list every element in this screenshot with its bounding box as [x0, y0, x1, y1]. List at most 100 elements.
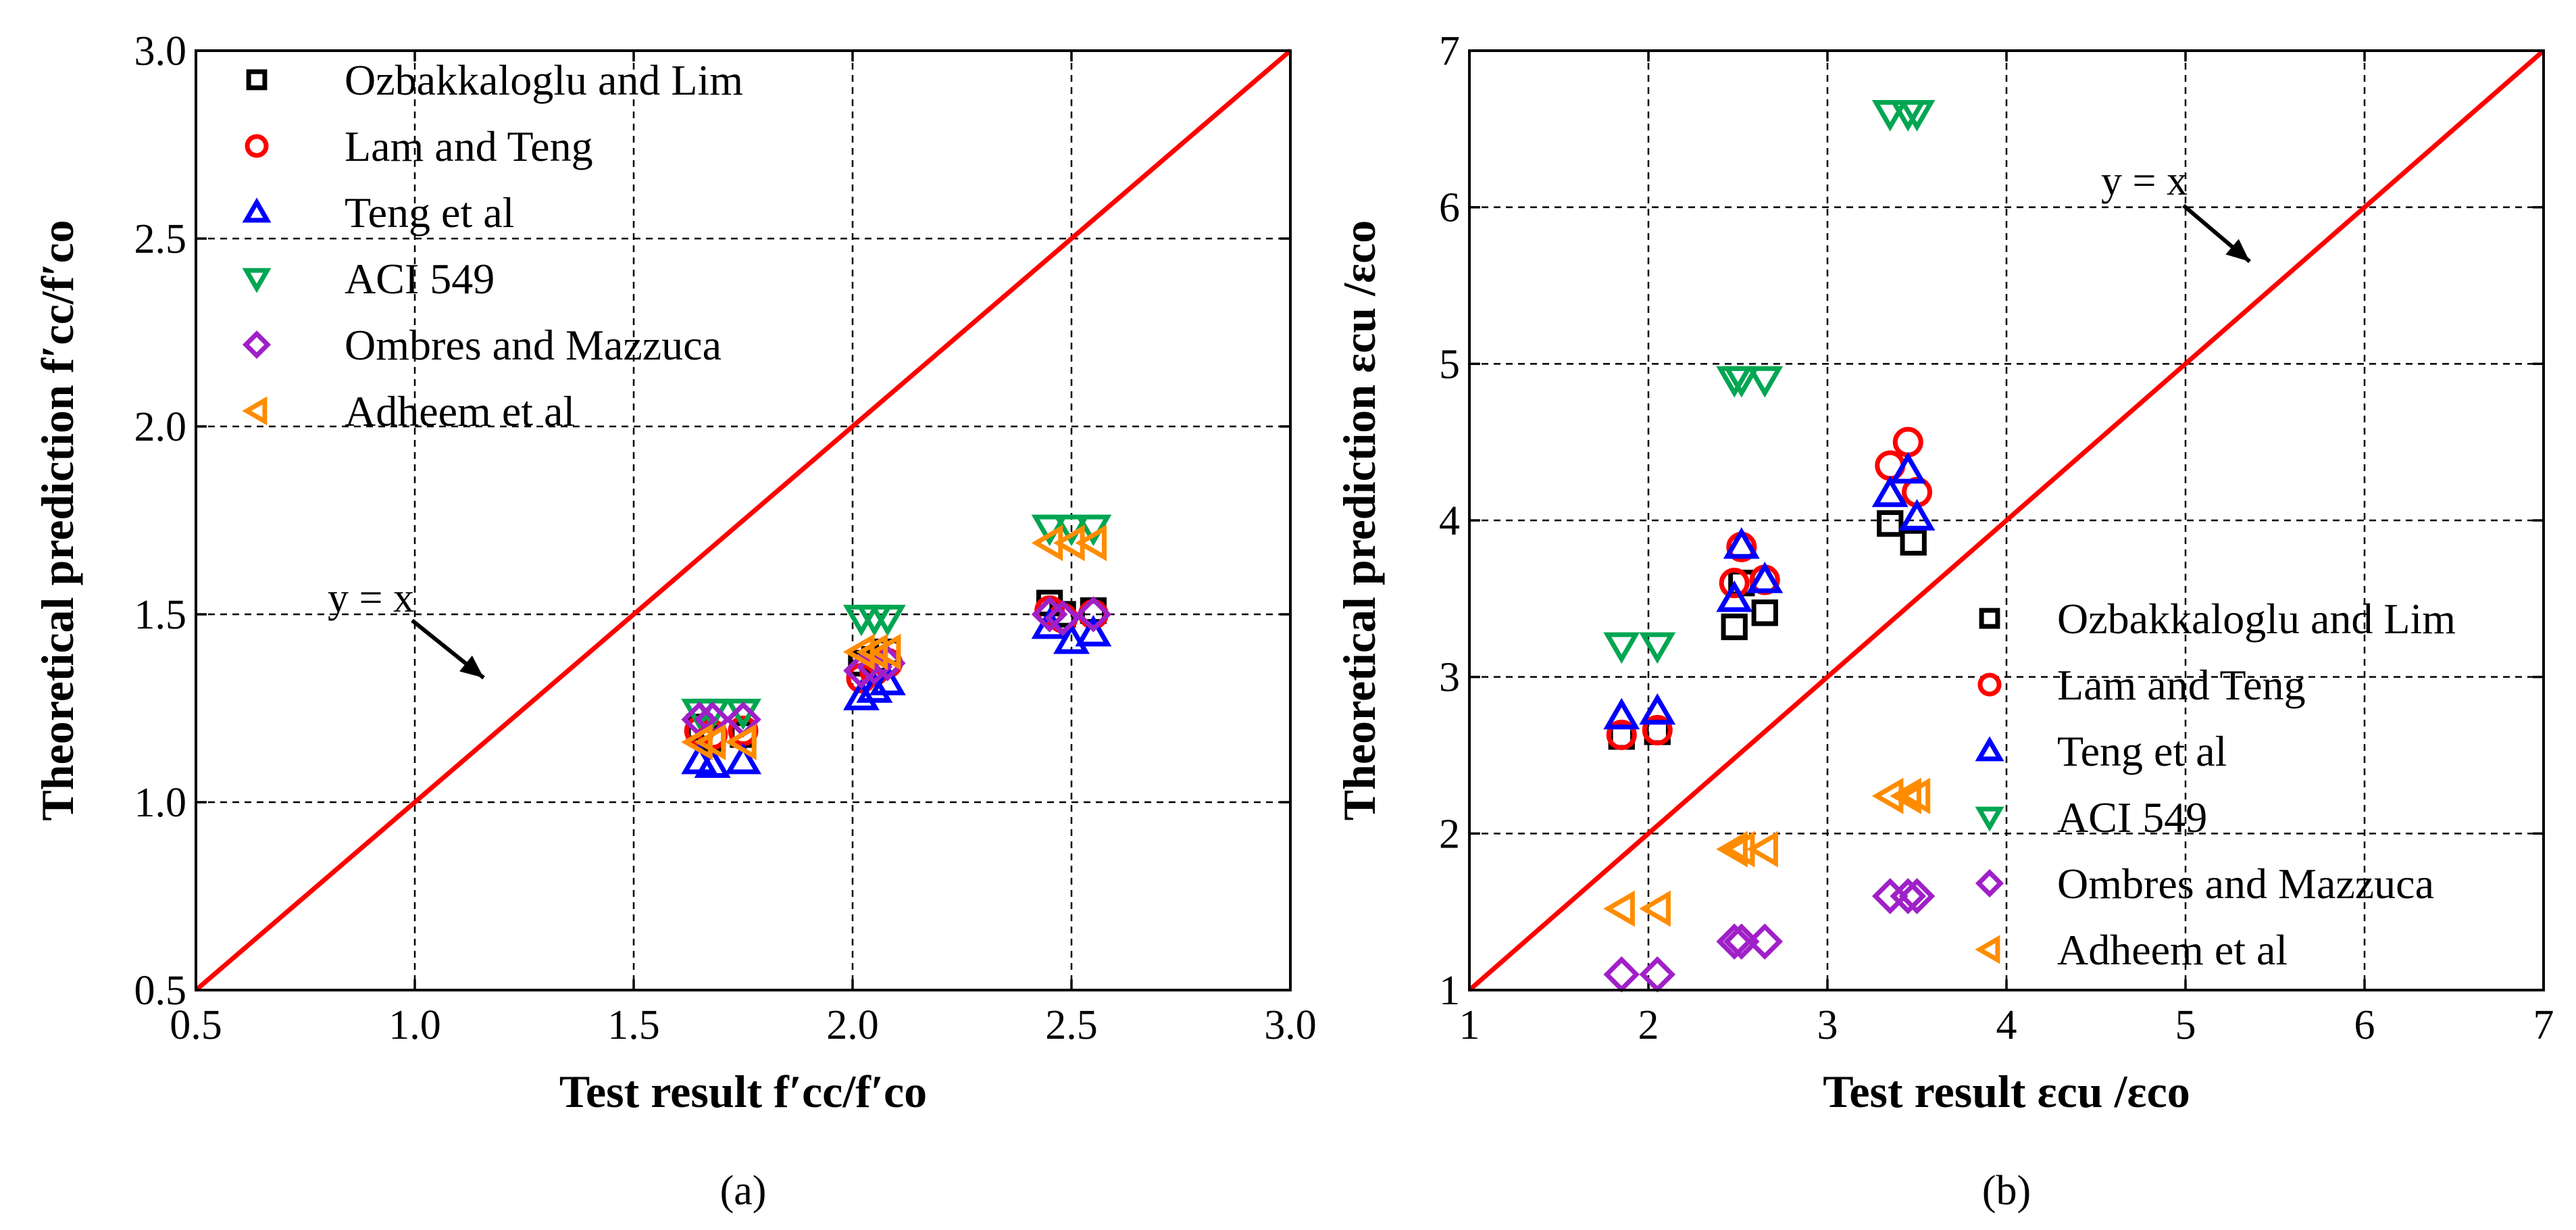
data-point: [1639, 632, 1676, 664]
annotation-arrow-head: [2225, 239, 2250, 262]
series-triangle-left: [681, 524, 1107, 761]
y-tick-label: 1.5: [134, 592, 187, 638]
legend-marker: [242, 330, 272, 360]
data-point: [1898, 878, 1936, 914]
legend-marker: [246, 69, 268, 91]
data-point: [1723, 366, 1760, 398]
data-point: [694, 724, 726, 761]
y-tick-label: 2.5: [134, 216, 187, 262]
data-point: [1053, 622, 1090, 654]
series-triangle-left: [1603, 777, 1931, 927]
series-square: [1608, 510, 1927, 750]
data-point: [1044, 599, 1081, 637]
data-point: [1716, 923, 1752, 960]
data-point: [1603, 632, 1640, 664]
y-tick-label: 6: [1439, 185, 1460, 231]
legend-label: Teng et al: [345, 189, 514, 237]
data-point: [842, 679, 880, 710]
legend-label: Lam and Teng: [2057, 661, 2306, 709]
legend-marker: [1975, 736, 2004, 762]
data-point: [1639, 890, 1671, 927]
legend-marker: [242, 268, 272, 293]
data-point: [1075, 596, 1112, 633]
y-axis-title: Theoretical prediction εcu /εco: [1334, 220, 1385, 820]
data-point: [1606, 719, 1637, 750]
data-point: [694, 746, 731, 779]
data-point: [1639, 693, 1676, 725]
y-tick-label: 0.5: [134, 968, 187, 1014]
legend-label: Ozbakkaloglu and Lim: [2057, 595, 2456, 643]
x-tick-label: 2.0: [826, 1002, 879, 1048]
reference-line-y-equals-x: [194, 49, 1292, 992]
data-point: [1723, 923, 1760, 960]
x-tick-label: 2: [1638, 1002, 1659, 1048]
data-point: [1603, 697, 1640, 730]
y-tick-label: 5: [1439, 341, 1460, 387]
x-tick-label: 7: [2533, 1002, 2554, 1048]
y-tick-label: 3.0: [134, 28, 187, 74]
series-triangle-down: [1603, 100, 1936, 664]
legend: Ozbakkaloglu and Lim Lam and Teng Teng et…: [242, 56, 743, 435]
x-tick-label: 2.5: [1045, 1002, 1098, 1048]
panel-label: (b): [1982, 1168, 2031, 1214]
legend-label: ACI 549: [2057, 793, 2207, 841]
legend-label: Adheem et al: [2057, 926, 2288, 974]
data-point: [1890, 451, 1927, 484]
data-point: [1716, 831, 1748, 868]
x-tick-label: 1.0: [388, 1002, 441, 1048]
data-point: [725, 724, 757, 761]
data-point: [869, 604, 906, 637]
annotation-arrow-head: [459, 656, 484, 678]
data-point: [1746, 923, 1784, 960]
y-tick-label: 3: [1439, 655, 1460, 701]
data-point: [1721, 613, 1748, 641]
reference-line-y-equals-x: [1467, 49, 2546, 992]
x-tick-label: 0.5: [170, 1002, 222, 1048]
plot-frame: [195, 49, 1292, 991]
y-axis-title: Theoretical prediction f′cc/f′co: [32, 220, 83, 820]
panel-a: 0.5 1.0 1.5 2.0 2.5 3.0 0.5 1.0 1.5 2.0 2.5 3.0 y = …: [32, 28, 1317, 1214]
data-point: [1603, 956, 1640, 993]
data-point: [869, 664, 906, 695]
data-point: [1900, 528, 1927, 556]
legend-label: Adheem et al: [345, 387, 575, 435]
y-tick-label: 1: [1439, 968, 1460, 1014]
data-point: [1075, 614, 1112, 647]
series-triangle-up: [1603, 451, 1936, 730]
x-tick-label: 3.0: [1264, 1002, 1317, 1048]
data-point: [1898, 499, 1936, 531]
legend-label: Ombres and Mazzuca: [345, 321, 722, 369]
data-point: [1898, 777, 1931, 814]
x-axis-title: Test result f′cc/f′co: [559, 1066, 927, 1117]
legend-marker: [1975, 935, 2000, 964]
legend-marker: [1975, 806, 2004, 832]
data-point: [725, 742, 761, 774]
legend-label: Ozbakkaloglu and Lim: [345, 56, 743, 104]
y-tick-label: 4: [1439, 498, 1460, 544]
data-point: [1642, 714, 1673, 745]
data-point: [1892, 426, 1923, 458]
reference-line-label: y = x: [2101, 158, 2188, 204]
data-point: [1723, 527, 1760, 559]
data-point: [1746, 831, 1778, 868]
x-tick-label: 6: [2354, 1002, 2375, 1048]
x-tick-label: 3: [1817, 1002, 1838, 1048]
y-tick-label: 2.0: [134, 404, 187, 450]
x-tick-label: 1.5: [607, 1002, 660, 1048]
legend-label: Lam and Teng: [345, 122, 593, 170]
legend-marker: [242, 396, 268, 426]
legend-marker: [1977, 672, 2002, 697]
data-point: [1890, 878, 1927, 914]
data-point: [1716, 580, 1753, 612]
x-axis-title: Test result εcu /εco: [1823, 1066, 2190, 1117]
data-point: [1898, 100, 1936, 132]
x-tick-label: 4: [1996, 1002, 2017, 1048]
data-point: [869, 633, 901, 670]
data-point: [1871, 100, 1909, 132]
legend-marker: [245, 134, 269, 158]
data-point: [681, 724, 713, 761]
data-point: [1871, 475, 1909, 508]
data-point: [856, 633, 888, 670]
legend-label: Teng et al: [2057, 727, 2227, 775]
